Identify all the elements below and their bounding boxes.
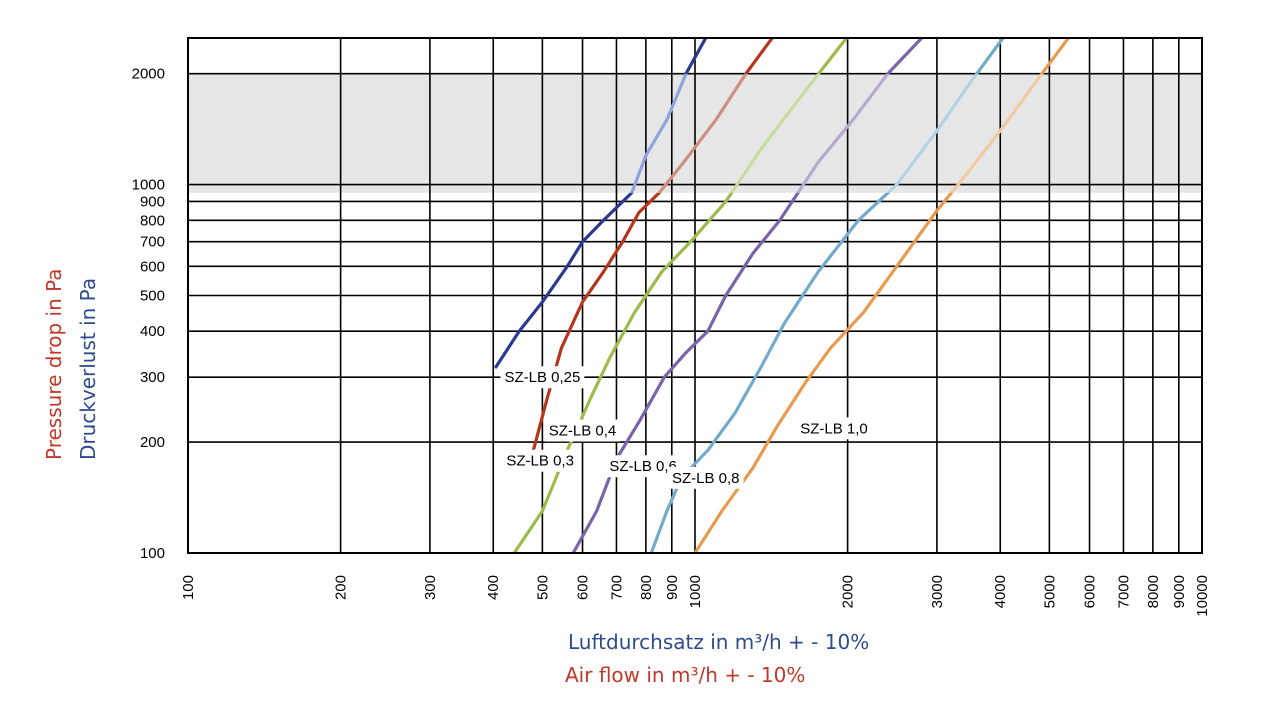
series-label-text: SZ-LB 0,6	[609, 458, 677, 475]
x-tick-labels: 100 200 300 400 500 600 700 800 900 1000 2000 3000 4…	[180, 575, 1211, 617]
y-tick-label: 2000	[132, 66, 165, 83]
x-tick-label: 5000	[1041, 575, 1058, 608]
series-1	[529, 38, 774, 461]
series-5	[693, 38, 1071, 553]
x-tick-label: 6000	[1082, 575, 1099, 608]
series-line-in-band	[949, 73, 1044, 193]
series-label-1: SZ-LB 0,3	[502, 449, 578, 472]
series-label-4: SZ-LB 0,8	[667, 466, 744, 489]
series-0	[494, 38, 708, 369]
series-label-bg	[796, 417, 872, 440]
series-3	[571, 38, 924, 553]
series-label-text: SZ-LB 0,3	[506, 453, 574, 470]
series-label-text: SZ-LB 1,0	[800, 420, 868, 437]
series-label-3: SZ-LB 0,6	[605, 455, 681, 478]
y-tick-label: 500	[140, 288, 165, 305]
x-tick-label: 400	[485, 575, 502, 600]
x-tick-label: 7000	[1115, 575, 1132, 608]
x-tick-label: 500	[534, 575, 551, 600]
y-tick-label: 1000	[132, 177, 165, 194]
x-tick-label: 900	[664, 575, 681, 600]
y-axis-title-de: Druckverlust in Pa	[76, 277, 100, 460]
y-tick-label: 200	[140, 434, 165, 451]
series-label-5: SZ-LB 1,0	[796, 417, 872, 440]
y-tick-label: 100	[140, 545, 165, 562]
y-tick-label: 800	[140, 212, 165, 229]
series-line-in-band	[796, 73, 891, 193]
x-tick-label: 600	[575, 575, 592, 600]
y-tick-label: 400	[140, 323, 165, 340]
series-line-in-band	[629, 73, 688, 193]
series-line-in-band	[656, 73, 748, 193]
y-tick-label: 900	[140, 193, 165, 210]
y-tick-label: 700	[140, 234, 165, 251]
x-tick-label: 1000	[687, 575, 704, 608]
y-tick-label: 600	[140, 258, 165, 275]
series-label-bg	[605, 455, 681, 478]
plot-frame	[187, 37, 1203, 554]
series-label-text: SZ-LB 0,25	[504, 369, 580, 386]
series-label-0: SZ-LB 0,25	[500, 366, 585, 389]
x-tick-label: 700	[608, 575, 625, 600]
x-tick-label: 100	[180, 575, 197, 600]
x-axis-title-de: Luftdurchsatz in m³/h + - 10%	[568, 630, 870, 654]
x-tick-label: 4000	[992, 575, 1009, 608]
series-label-bg	[544, 419, 621, 442]
y-axis-title-en: Pressure drop in Pa	[42, 268, 66, 460]
x-tick-label: 200	[333, 575, 350, 600]
series-line-in-band	[885, 73, 979, 193]
series-label-text: SZ-LB 0,8	[672, 470, 740, 487]
series-label-bg	[500, 366, 585, 389]
series-label-2: SZ-LB 0,4	[544, 419, 621, 442]
series-label-bg	[502, 449, 578, 472]
x-tick-label: 3000	[929, 575, 946, 608]
series-layer	[494, 38, 1071, 553]
x-tick-label: 2000	[840, 575, 857, 608]
plot-frame-layer	[187, 37, 1203, 554]
series-line-in-band	[729, 73, 821, 193]
x-axis-title-en: Air flow in m³/h + - 10%	[565, 663, 806, 687]
series-label-bg	[667, 466, 744, 489]
y-tick-label: 300	[140, 369, 165, 386]
x-tick-label: 10000	[1194, 575, 1211, 617]
series-label-text: SZ-LB 0,4	[549, 423, 617, 440]
x-tick-label: 8000	[1145, 575, 1162, 608]
x-tick-label: 300	[422, 575, 439, 600]
x-tick-label: 9000	[1171, 575, 1188, 608]
x-tick-label: 800	[638, 575, 655, 600]
